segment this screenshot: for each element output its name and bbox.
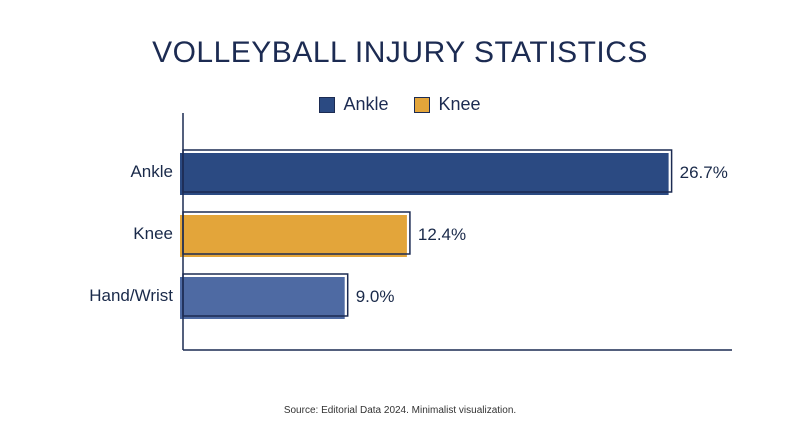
value-label-hand-wrist: 9.0% (356, 287, 395, 306)
legend-swatch-knee (414, 96, 431, 113)
legend-item-knee: Knee (414, 94, 481, 115)
legend-label-knee: Knee (438, 94, 481, 114)
value-label-knee: 12.4% (418, 225, 466, 244)
legend-swatch-ankle (319, 96, 336, 113)
legend-item-ankle: Ankle (319, 94, 388, 115)
bar-hand-wrist (180, 277, 345, 319)
value-label-ankle: 26.7% (680, 163, 728, 182)
source-note: Source: Editorial Data 2024. Minimalist … (283, 405, 517, 416)
bar-knee (180, 215, 407, 257)
category-label-knee: Knee (133, 224, 173, 243)
legend-label-ankle: Ankle (343, 94, 389, 114)
chart-title: VOLLEYBALL INJURY STATISTICS (152, 36, 648, 69)
bar-ankle (180, 153, 669, 195)
category-label-hand-wrist: Hand/Wrist (89, 286, 173, 305)
chart-legend: Ankle Knee (0, 94, 800, 115)
category-label-ankle: Ankle (130, 162, 173, 181)
